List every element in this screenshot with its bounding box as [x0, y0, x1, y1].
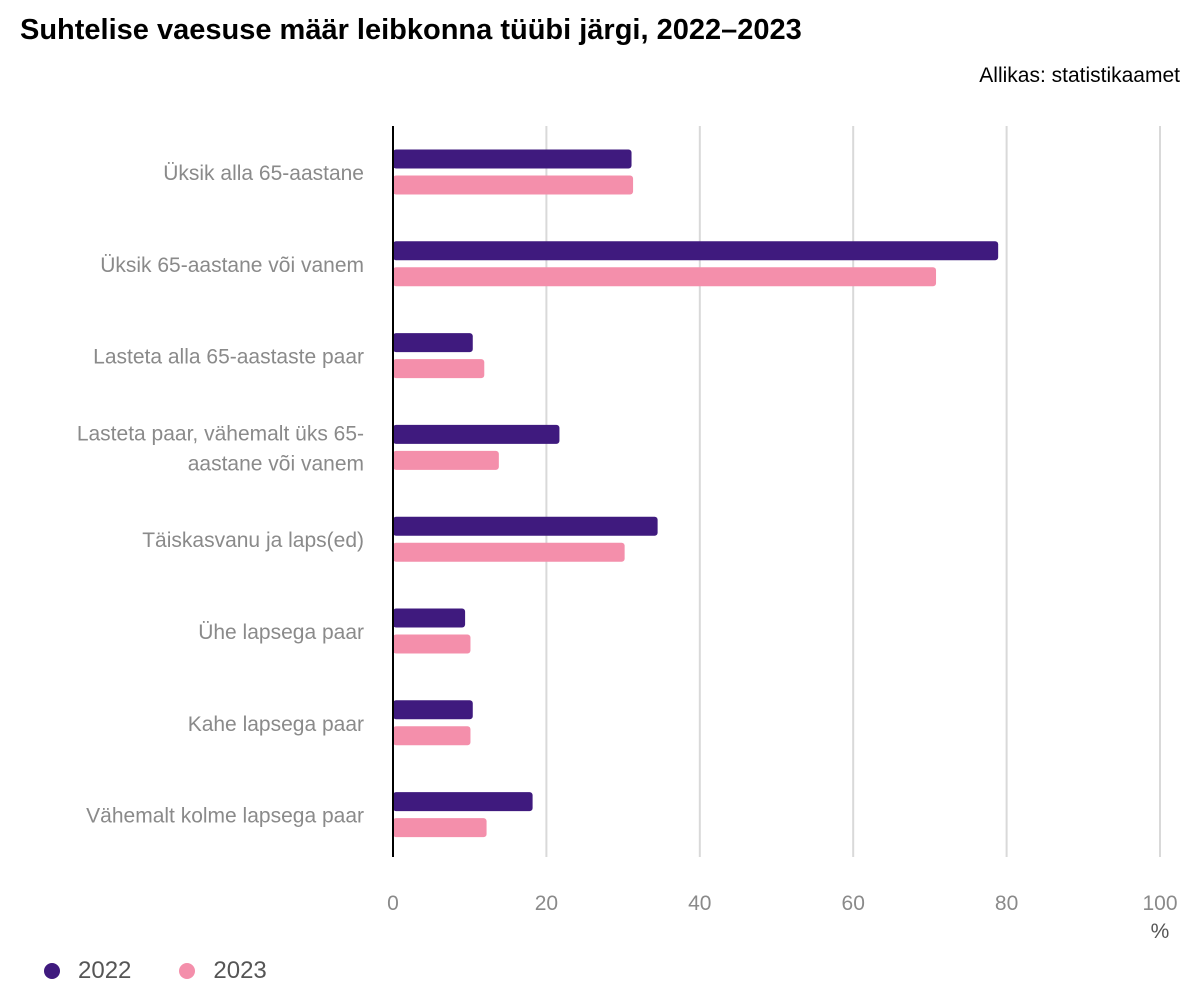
x-tick-label: 0: [387, 892, 399, 915]
x-tick-label: 20: [535, 892, 558, 915]
bar-2023: [393, 726, 471, 746]
category-label: aastane või vanem: [188, 452, 364, 475]
bar-2022: [393, 516, 658, 536]
category-label: Vähemalt kolme lapsega paar: [86, 805, 364, 828]
bar-2023: [393, 175, 634, 195]
bar-2022: [393, 149, 632, 169]
bar-2023: [393, 818, 487, 838]
x-unit-label: %: [1151, 920, 1170, 943]
category-label: Ühe lapsega paar: [198, 621, 364, 644]
chart-title: Suhtelise vaesuse määr leibkonna tüübi j…: [20, 14, 802, 46]
bar-2023: [393, 542, 625, 562]
bar-2022: [393, 241, 999, 261]
legend-swatch: [44, 963, 60, 979]
legend-label: 2022: [78, 957, 132, 984]
bar-2023: [393, 634, 471, 654]
bar-2022: [393, 792, 533, 812]
legend: 2022 2023: [44, 957, 315, 985]
bar-2022: [393, 424, 560, 444]
x-tick-label: 80: [995, 892, 1018, 915]
legend-item-2023: 2023: [179, 957, 267, 985]
bar-2022: [393, 333, 473, 353]
category-label: Kahe lapsega paar: [188, 713, 364, 736]
x-tick-label: 100: [1142, 892, 1177, 915]
bar-2022: [393, 700, 473, 720]
category-label: Lasteta alla 65-aastaste paar: [93, 346, 364, 369]
category-label: Täiskasvanu ja laps(ed): [142, 529, 364, 552]
bar-2023: [393, 450, 499, 470]
x-tick-label: 40: [688, 892, 711, 915]
legend-label: 2023: [213, 957, 267, 984]
bar-chart: 0 20 40 60 80 100% Üksik alla 65-aastane Üksik …: [77, 126, 1178, 943]
source-note: Allikas: statistikaamet: [979, 64, 1180, 87]
category-label: Lasteta paar, vähemalt üks 65-: [77, 422, 364, 445]
legend-swatch: [179, 963, 196, 979]
bar-2023: [393, 267, 937, 287]
x-tick-label: 60: [842, 892, 865, 915]
category-label: Üksik 65-aastane või vanem: [100, 254, 364, 277]
bar-2023: [393, 359, 485, 379]
legend-item-2022: 2022: [44, 957, 131, 985]
category-label: Üksik alla 65-aastane: [163, 162, 364, 185]
bar-2022: [393, 608, 466, 628]
